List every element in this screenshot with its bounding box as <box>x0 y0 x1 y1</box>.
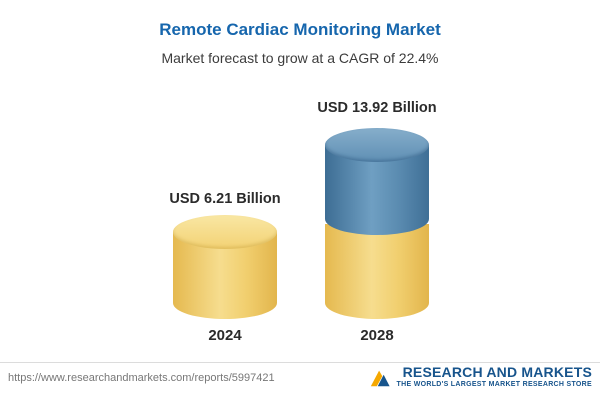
bar-2028-cylinder <box>325 128 429 319</box>
bar-2024-top-ellipse <box>173 215 277 249</box>
footer-divider <box>0 362 600 363</box>
logo-text-block: RESEARCH AND MARKETS THE WORLD'S LARGEST… <box>397 365 592 390</box>
logo-name: RESEARCH AND MARKETS <box>402 364 592 380</box>
value-label-2028: USD 13.92 Billion <box>317 100 437 116</box>
bar-2028-yellow-segment <box>325 224 429 319</box>
logo-tagline: THE WORLD'S LARGEST MARKET RESEARCH STOR… <box>396 381 592 388</box>
research-and-markets-logo: RESEARCH AND MARKETS THE WORLD'S LARGEST… <box>369 365 592 390</box>
report-url-link[interactable]: https://www.researchandmarkets.com/repor… <box>8 372 275 384</box>
bar-2028-top-ellipse <box>325 128 429 162</box>
x-axis-label-2028: 2028 <box>360 327 394 344</box>
x-axis-label-2024: 2024 <box>208 327 242 344</box>
logo-mark-icon <box>369 367 391 389</box>
value-label-2024: USD 6.21 Billion <box>169 191 281 207</box>
page-subtitle: Market forecast to grow at a CAGR of 22.… <box>161 50 439 66</box>
page-title: Remote Cardiac Monitoring Market <box>159 20 441 39</box>
bar-2024-cylinder <box>173 215 277 319</box>
